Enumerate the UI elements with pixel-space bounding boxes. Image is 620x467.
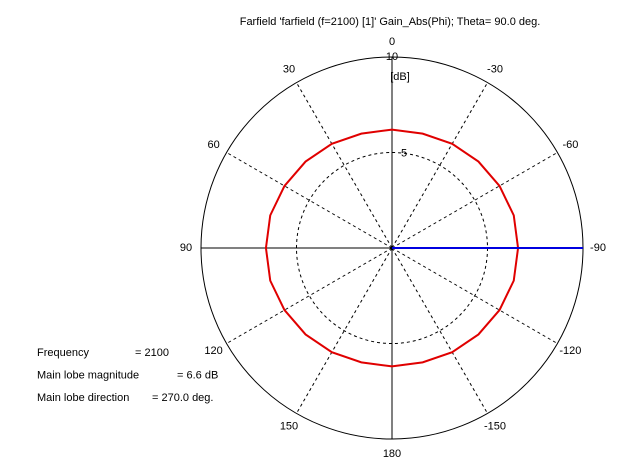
info-label: Main lobe magnitude xyxy=(37,369,139,381)
info-label: Frequency xyxy=(37,347,89,359)
angle-grid-line xyxy=(296,247,393,414)
info-value: = 270.0 deg. xyxy=(152,392,213,404)
angle-grid-line xyxy=(391,82,488,249)
info-label: Main lobe direction xyxy=(37,392,129,404)
angle-tick-label: 30 xyxy=(283,64,295,76)
angle-tick-label: 120 xyxy=(204,345,222,357)
r-tick-label: 5 xyxy=(401,147,407,159)
angle-tick-label: -120 xyxy=(559,345,581,357)
gain-curve xyxy=(264,128,520,368)
angle-tick-label: 150 xyxy=(280,420,298,432)
r-axis-label: [dB] xyxy=(390,71,410,83)
angle-tick-label: -60 xyxy=(562,139,578,151)
angle-grid-line xyxy=(296,82,393,249)
angle-grid-line xyxy=(391,247,488,414)
angle-tick-label: 180 xyxy=(383,448,401,460)
angle-tick-label: 0 xyxy=(389,36,395,48)
angle-grid-line xyxy=(391,152,558,249)
angle-tick-label: -90 xyxy=(590,242,606,254)
angle-grid-line xyxy=(391,247,558,344)
angle-tick-label: 60 xyxy=(207,139,219,151)
angle-tick-label: 90 xyxy=(180,242,192,254)
angle-tick-label: -150 xyxy=(484,420,506,432)
r-tick-label: 10 xyxy=(386,51,398,63)
angle-tick-label: -30 xyxy=(487,64,503,76)
chart-title: Farfield 'farfield (f=2100) [1]' Gain_Ab… xyxy=(240,16,541,28)
angle-grid-line xyxy=(226,247,393,344)
angle-grid-line xyxy=(226,152,393,249)
info-value: = 2100 xyxy=(135,347,169,359)
info-value: = 6.6 dB xyxy=(177,369,218,381)
